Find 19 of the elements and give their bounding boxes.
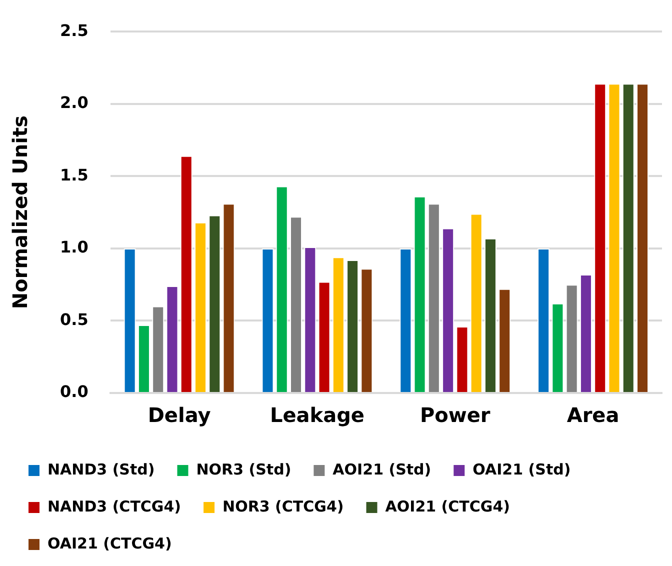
x-tick-label: Area [566,403,620,428]
y-tick-label: 2.0 [60,93,88,112]
x-tick-label: Delay [148,403,211,428]
x-tick-label: Leakage [270,403,364,428]
legend-label: AOI21 (Std) [332,460,432,478]
legend-label: AOI21 (CTCG4) [385,497,510,516]
y-tick-label: 0.5 [60,310,88,329]
legend-label: NOR3 (CTCG4) [222,497,344,516]
y-tick-label: 2.5 [60,20,88,40]
legend-label: OAI21 (Std) [472,460,571,478]
legend-label: NAND3 (CTCG4) [48,497,182,516]
legend-label: NAND3 (Std) [48,460,155,478]
y-tick-label: 0.0 [60,382,88,402]
y-tick-label: 1.5 [60,165,88,184]
y-axis-title: Normalized Units [8,115,32,310]
legend-label: OAI21 (CTCG4) [48,534,172,552]
y-tick-label: 1.0 [60,238,88,257]
legend-label: NOR3 (Std) [196,460,292,478]
x-tick-label: Power [420,403,490,428]
